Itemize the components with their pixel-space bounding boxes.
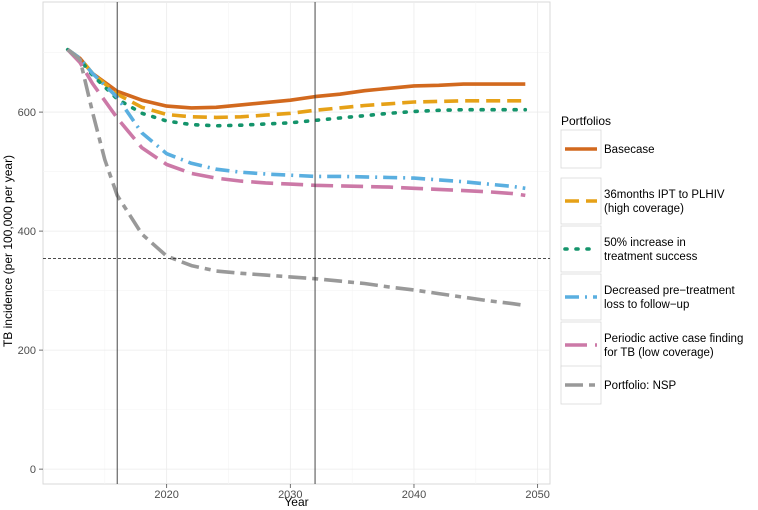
series-line-5	[66, 48, 526, 308]
x-axis-title: Year	[284, 495, 308, 509]
legend-label-4: Periodic active case finding	[604, 333, 743, 345]
plot-panel	[42, 1, 551, 485]
legend-label-3: loss to follow−up	[604, 299, 689, 311]
x-tick-label: 2040	[402, 489, 426, 501]
series-line-0	[66, 48, 526, 110]
y-tick-label: 200	[18, 345, 36, 357]
x-tick-label: 2020	[154, 489, 178, 501]
legend-label-1: 36months IPT to PLHIV	[604, 189, 725, 201]
legend-label-5: Portfolio: NSP	[604, 380, 677, 392]
reference-lines	[43, 2, 550, 484]
y-axis-title: TB incidence (per 100,000 per year)	[1, 155, 15, 347]
x-tick-label: 2030	[278, 489, 302, 501]
series-line-1	[66, 48, 526, 120]
y-tick-label: 600	[18, 107, 36, 119]
y-tick-label: 0	[30, 464, 36, 476]
legend-label-3: Decreased pre−treatment	[604, 285, 736, 297]
legend-label-1: (high coverage)	[604, 203, 684, 215]
series-layer	[65, 47, 528, 308]
series-line-2	[65, 47, 528, 128]
legend-title: Portfolios	[561, 114, 611, 128]
legend-label-4: for TB (low coverage)	[604, 347, 714, 359]
y-tick-label: 400	[18, 226, 36, 238]
legend-label-2: 50% increase in	[604, 237, 686, 249]
series-line-4	[66, 48, 526, 198]
plot-border	[42, 1, 551, 485]
legend-label-0: Basecase	[604, 144, 655, 156]
axes: 2020 2030 2040 2050 0 200 400 600	[18, 107, 550, 501]
grid-major	[43, 2, 550, 484]
legend-label-2: treatment success	[604, 251, 698, 263]
x-tick-label: 2050	[525, 489, 549, 501]
legend: Portfolios Basecase 36months IPT to PLHIV…	[560, 114, 743, 405]
